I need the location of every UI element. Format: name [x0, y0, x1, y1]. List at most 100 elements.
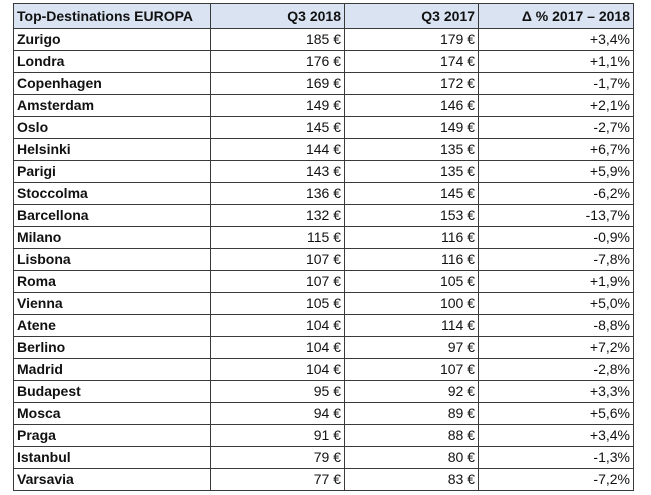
delta-cell: -1,3% [478, 446, 634, 469]
header-delta-percent: Δ % 2017 – 2018 [478, 3, 634, 29]
q3-2018-cell: 169 € [210, 72, 345, 95]
city-cell: Londra [13, 50, 211, 73]
city-cell: Budapest [13, 380, 211, 403]
delta-cell: +1,1% [478, 50, 634, 73]
table-row: Zurigo 185 €179 € +3,4% [13, 28, 634, 51]
q3-2018-cell: 104 € [210, 314, 345, 337]
q3-2017-cell: 146 € [344, 94, 479, 117]
header-q3-2018: Q3 2018 [210, 3, 345, 29]
table-header: Top-Destinations EUROPA Q3 2018 Q3 2017 … [13, 3, 634, 29]
q3-2017-cell: 88 € [344, 424, 479, 447]
q3-2017-cell: 80 € [344, 446, 479, 469]
delta-cell: -7,8% [478, 248, 634, 271]
q3-2018-cell: 107 € [210, 270, 345, 293]
q3-2018-cell: 136 € [210, 182, 345, 205]
q3-2017-cell: 179 € [344, 28, 479, 51]
city-cell: Atene [13, 314, 211, 337]
delta-cell: -6,2% [478, 182, 634, 205]
table-row: Budapest 95 €92 € +3,3% [13, 380, 634, 403]
q3-2017-cell: 149 € [344, 116, 479, 139]
delta-cell: -2,8% [478, 358, 634, 381]
q3-2017-cell: 97 € [344, 336, 479, 359]
table-row: Varsavia 77 €83 € -7,2% [13, 468, 634, 491]
city-cell: Milano [13, 226, 211, 249]
q3-2018-cell: 132 € [210, 204, 345, 227]
delta-cell: +5,9% [478, 160, 634, 183]
q3-2018-cell: 77 € [210, 468, 345, 491]
q3-2018-cell: 104 € [210, 336, 345, 359]
q3-2018-cell: 95 € [210, 380, 345, 403]
delta-cell: -0,9% [478, 226, 634, 249]
q3-2018-cell: 91 € [210, 424, 345, 447]
table-row: Vienna 105 €100 € +5,0% [13, 292, 634, 315]
table-row: Amsterdam 149 €146 € +2,1% [13, 94, 634, 117]
header-q3-2017: Q3 2017 [344, 3, 479, 29]
city-cell: Copenhagen [13, 72, 211, 95]
delta-cell: +3,4% [478, 28, 634, 51]
q3-2018-cell: 144 € [210, 138, 345, 161]
city-cell: Vienna [13, 292, 211, 315]
q3-2017-cell: 92 € [344, 380, 479, 403]
city-cell: Stoccolma [13, 182, 211, 205]
q3-2017-cell: 135 € [344, 160, 479, 183]
q3-2017-cell: 145 € [344, 182, 479, 205]
q3-2017-cell: 174 € [344, 50, 479, 73]
q3-2017-cell: 135 € [344, 138, 479, 161]
q3-2018-cell: 94 € [210, 402, 345, 425]
city-cell: Barcellona [13, 204, 211, 227]
table-row: Londra 176 €174 € +1,1% [13, 50, 634, 73]
q3-2017-cell: 153 € [344, 204, 479, 227]
q3-2017-cell: 83 € [344, 468, 479, 491]
table-row: Mosca 94 €89 € +5,6% [13, 402, 634, 425]
delta-cell: +6,7% [478, 138, 634, 161]
table-row: Oslo 145 €149 € -2,7% [13, 116, 634, 139]
q3-2018-cell: 107 € [210, 248, 345, 271]
table-row: Istanbul 79 €80 € -1,3% [13, 446, 634, 469]
table-row: Lisbona 107 €116 € -7,8% [13, 248, 634, 271]
city-cell: Helsinki [13, 138, 211, 161]
delta-cell: +3,4% [478, 424, 634, 447]
table-row: Berlino 104 €97 € +7,2% [13, 336, 634, 359]
delta-cell: +7,2% [478, 336, 634, 359]
q3-2017-cell: 116 € [344, 248, 479, 271]
q3-2017-cell: 105 € [344, 270, 479, 293]
q3-2017-cell: 100 € [344, 292, 479, 315]
q3-2018-cell: 185 € [210, 28, 345, 51]
q3-2017-cell: 89 € [344, 402, 479, 425]
destinations-table-container: Top-Destinations EUROPA Q3 2018 Q3 2017 … [13, 3, 634, 491]
city-cell: Lisbona [13, 248, 211, 271]
table-row: Stoccolma 136 €145 € -6,2% [13, 182, 634, 205]
table-row: Helsinki 144 €135 € +6,7% [13, 138, 634, 161]
table-body: Zurigo 185 €179 € +3,4% Londra 176 €174 € +1,… [13, 28, 634, 491]
delta-cell: +5,6% [478, 402, 634, 425]
delta-cell: -13,7% [478, 204, 634, 227]
q3-2017-cell: 114 € [344, 314, 479, 337]
q3-2018-cell: 149 € [210, 94, 345, 117]
q3-2017-cell: 172 € [344, 72, 479, 95]
header-row: Top-Destinations EUROPA Q3 2018 Q3 2017 … [13, 3, 634, 29]
table-row: Atene 104 €114 € -8,8% [13, 314, 634, 337]
table-row: Milano 115 €116 € -0,9% [13, 226, 634, 249]
q3-2017-cell: 107 € [344, 358, 479, 381]
delta-cell: -7,2% [478, 468, 634, 491]
city-cell: Madrid [13, 358, 211, 381]
table-row: Parigi 143 €135 € +5,9% [13, 160, 634, 183]
table-row: Roma 107 €105 € +1,9% [13, 270, 634, 293]
city-cell: Istanbul [13, 446, 211, 469]
q3-2017-cell: 116 € [344, 226, 479, 249]
city-cell: Berlino [13, 336, 211, 359]
header-destinations: Top-Destinations EUROPA [13, 3, 211, 29]
q3-2018-cell: 176 € [210, 50, 345, 73]
city-cell: Parigi [13, 160, 211, 183]
table-row: Copenhagen 169 €172 € -1,7% [13, 72, 634, 95]
delta-cell: -1,7% [478, 72, 634, 95]
delta-cell: +1,9% [478, 270, 634, 293]
q3-2018-cell: 79 € [210, 446, 345, 469]
city-cell: Oslo [13, 116, 211, 139]
q3-2018-cell: 115 € [210, 226, 345, 249]
city-cell: Amsterdam [13, 94, 211, 117]
city-cell: Varsavia [13, 468, 211, 491]
delta-cell: -2,7% [478, 116, 634, 139]
q3-2018-cell: 105 € [210, 292, 345, 315]
city-cell: Roma [13, 270, 211, 293]
